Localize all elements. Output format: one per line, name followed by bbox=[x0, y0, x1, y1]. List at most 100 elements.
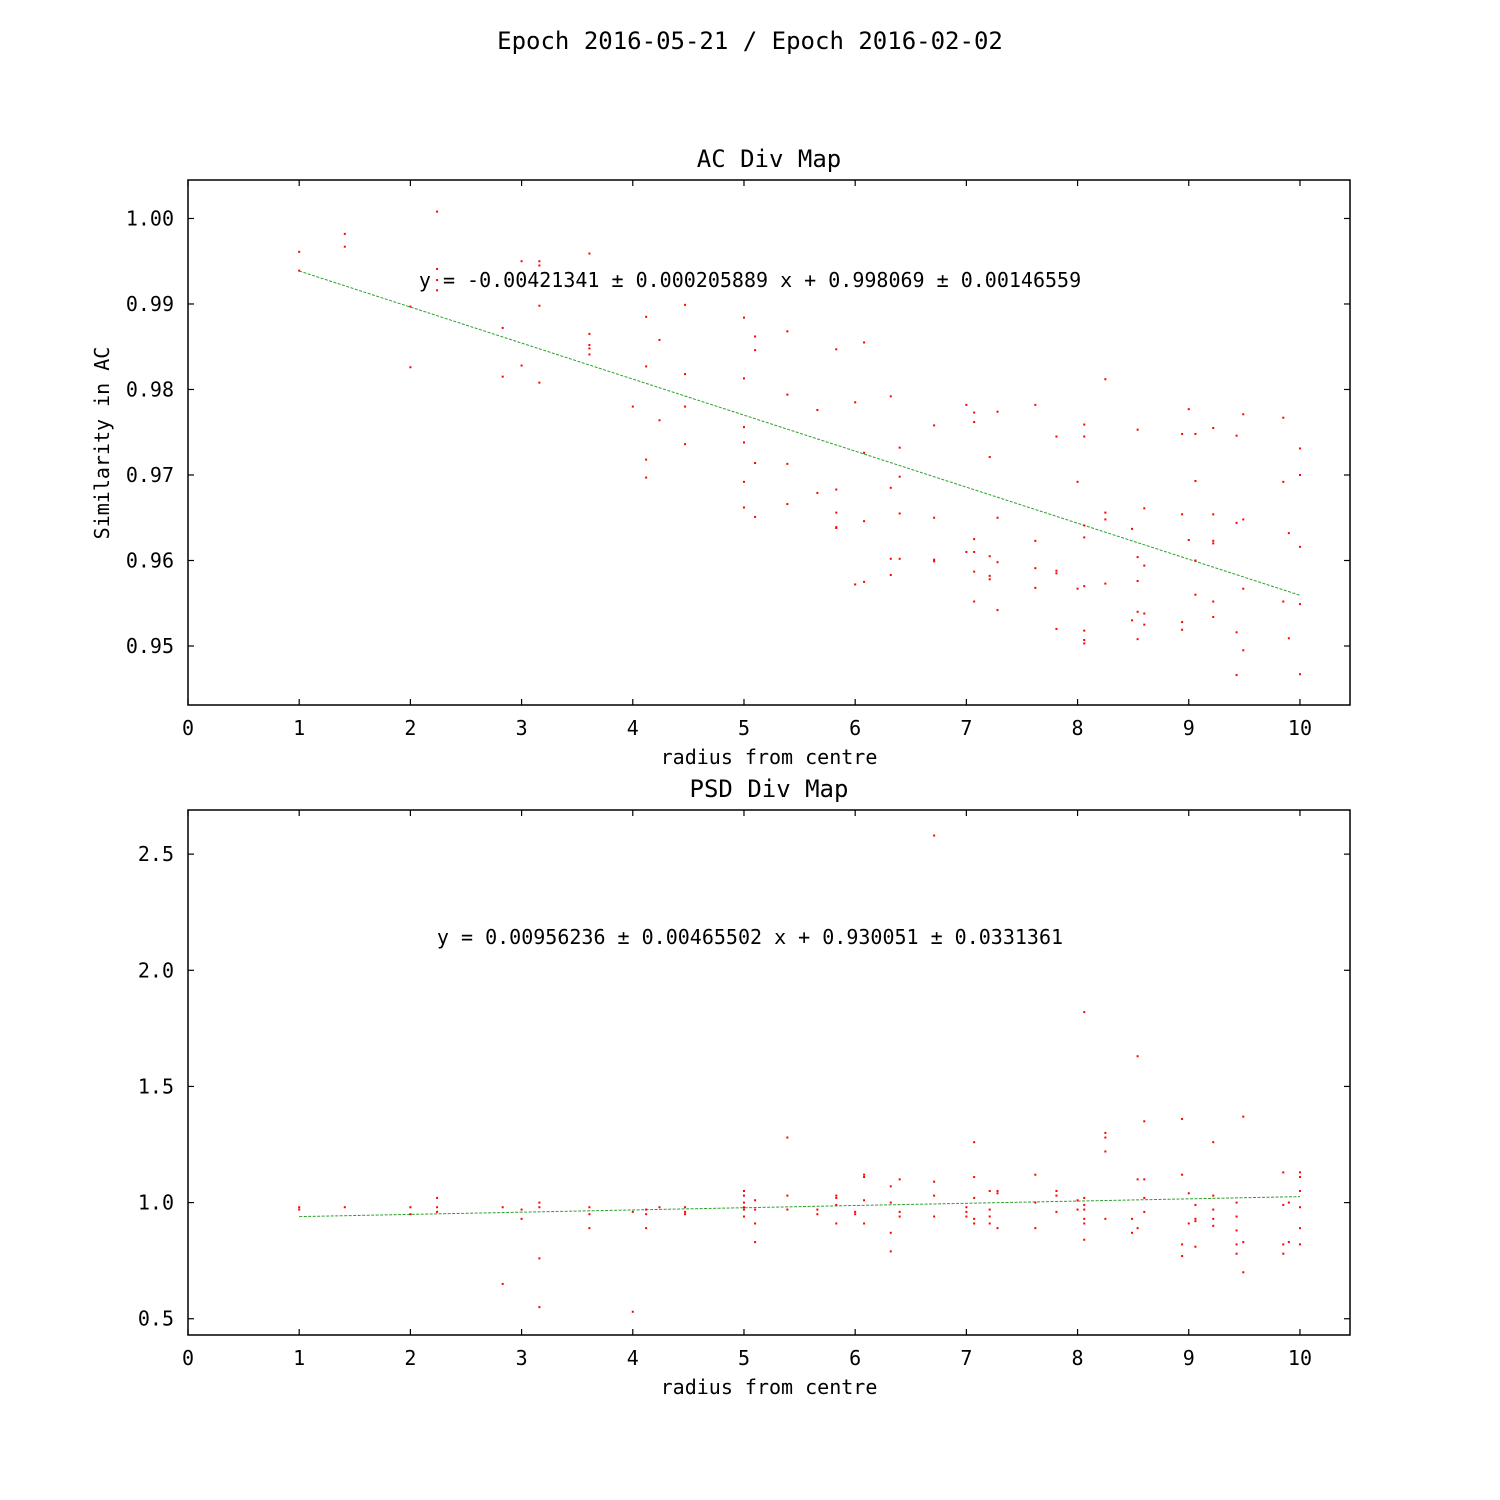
ac-data-point bbox=[343, 232, 346, 235]
ac-data-point bbox=[1136, 638, 1139, 641]
ac-data-point bbox=[863, 341, 866, 344]
ac-y-tick-label: 0.99 bbox=[126, 292, 174, 316]
ac-data-point bbox=[588, 347, 591, 350]
psd-x-tick-label: 6 bbox=[849, 1346, 861, 1370]
psd-data-point bbox=[538, 1257, 541, 1260]
ac-data-point bbox=[933, 558, 936, 561]
psd-data-point bbox=[965, 1206, 968, 1209]
ac-data-point bbox=[1287, 532, 1290, 535]
psd-data-point bbox=[538, 1201, 541, 1204]
ac-data-point bbox=[436, 289, 439, 292]
psd-data-point bbox=[786, 1136, 789, 1139]
ac-data-point bbox=[645, 476, 648, 479]
psd-data-point bbox=[742, 1208, 745, 1211]
ac-data-point bbox=[1181, 628, 1184, 631]
ac-data-point bbox=[854, 583, 857, 586]
ac-data-point bbox=[520, 260, 523, 263]
psd-y-tick-label: 2.0 bbox=[138, 958, 174, 982]
ac-data-point bbox=[298, 250, 301, 253]
psd-data-point bbox=[1034, 1173, 1037, 1176]
psd-data-point bbox=[1282, 1203, 1285, 1206]
ac-data-point bbox=[996, 410, 999, 413]
ac-data-point bbox=[898, 446, 901, 449]
ac-data-point bbox=[965, 550, 968, 553]
ac-data-point bbox=[436, 267, 439, 270]
ac-x-tick-label: 4 bbox=[627, 716, 639, 740]
ac-data-point bbox=[1104, 378, 1107, 381]
ac-data-point bbox=[1235, 674, 1238, 677]
ac-data-point bbox=[973, 420, 976, 423]
psd-data-point bbox=[973, 1141, 976, 1144]
psd-data-point bbox=[1212, 1217, 1215, 1220]
psd-data-point bbox=[988, 1189, 991, 1192]
ac-y-tick-label: 0.95 bbox=[126, 634, 174, 658]
psd-data-point bbox=[1131, 1217, 1134, 1220]
psd-data-point bbox=[1212, 1141, 1215, 1144]
ac-data-point bbox=[1242, 649, 1245, 652]
psd-data-point bbox=[409, 1206, 412, 1209]
psd-data-point bbox=[889, 1185, 892, 1188]
ac-data-point bbox=[436, 210, 439, 213]
psd-fit-equation: y = 0.00956236 ± 0.00465502 x + 0.930051… bbox=[437, 925, 1063, 949]
psd-data-point bbox=[588, 1227, 591, 1230]
ac-data-point bbox=[684, 405, 687, 408]
ac-data-point bbox=[1083, 423, 1086, 426]
ac-data-point bbox=[1083, 585, 1086, 588]
psd-data-point bbox=[1131, 1231, 1134, 1234]
ac-x-tick-label: 2 bbox=[404, 716, 416, 740]
ac-data-point bbox=[1181, 621, 1184, 624]
psd-data-point bbox=[898, 1178, 901, 1181]
ac-data-point bbox=[1034, 586, 1037, 589]
ac-data-point bbox=[538, 260, 541, 263]
ac-data-point bbox=[996, 561, 999, 564]
ac-data-point bbox=[742, 377, 745, 380]
psd-data-point bbox=[1282, 1171, 1285, 1174]
psd-data-point bbox=[501, 1206, 504, 1209]
ac-data-point bbox=[973, 600, 976, 603]
ac-data-point bbox=[996, 516, 999, 519]
psd-data-point bbox=[1181, 1173, 1184, 1176]
psd-data-point bbox=[742, 1194, 745, 1197]
ac-data-point bbox=[1143, 623, 1146, 626]
psd-data-point bbox=[1083, 1203, 1086, 1206]
ac-data-point bbox=[1235, 631, 1238, 634]
ac-data-point bbox=[1143, 564, 1146, 567]
ac-data-point bbox=[1298, 447, 1301, 450]
psd-data-point bbox=[1083, 1238, 1086, 1241]
psd-data-point bbox=[1076, 1208, 1079, 1211]
psd-x-tick-label: 2 bbox=[404, 1346, 416, 1370]
ac-data-point bbox=[854, 401, 857, 404]
psd-data-point bbox=[1242, 1241, 1245, 1244]
ac-data-point bbox=[1136, 610, 1139, 613]
ac-data-point bbox=[631, 405, 634, 408]
psd-data-point bbox=[1187, 1222, 1190, 1225]
psd-data-point bbox=[1242, 1115, 1245, 1118]
ac-data-point bbox=[835, 488, 838, 491]
psd-data-point bbox=[298, 1206, 301, 1209]
ac-data-point bbox=[1194, 479, 1197, 482]
ac-data-point bbox=[1083, 435, 1086, 438]
ac-data-point bbox=[889, 574, 892, 577]
psd-data-point bbox=[933, 1180, 936, 1183]
psd-data-point bbox=[1034, 1227, 1037, 1230]
ac-y-tick-label: 0.98 bbox=[126, 377, 174, 401]
ac-data-point bbox=[1242, 413, 1245, 416]
ac-data-point bbox=[1104, 511, 1107, 514]
psd-data-point bbox=[1136, 1055, 1139, 1058]
ac-fit-equation: y = -0.00421341 ± 0.000205889 x + 0.9980… bbox=[419, 268, 1081, 292]
psd-x-tick-label: 9 bbox=[1183, 1346, 1195, 1370]
ac-x-tick-label: 1 bbox=[293, 716, 305, 740]
psd-data-point bbox=[343, 1206, 346, 1209]
psd-data-point bbox=[835, 1203, 838, 1206]
ac-data-point bbox=[1298, 473, 1301, 476]
ac-data-point bbox=[889, 395, 892, 398]
ac-data-point bbox=[1083, 524, 1086, 527]
psd-x-tick-label: 1 bbox=[293, 1346, 305, 1370]
psd-data-point bbox=[520, 1217, 523, 1220]
ac-data-point bbox=[1242, 587, 1245, 590]
psd-x-tick-label: 7 bbox=[960, 1346, 972, 1370]
psd-data-point bbox=[1235, 1201, 1238, 1204]
psd-data-point bbox=[1181, 1243, 1184, 1246]
ac-data-point bbox=[409, 366, 412, 369]
ac-data-point bbox=[754, 515, 757, 518]
